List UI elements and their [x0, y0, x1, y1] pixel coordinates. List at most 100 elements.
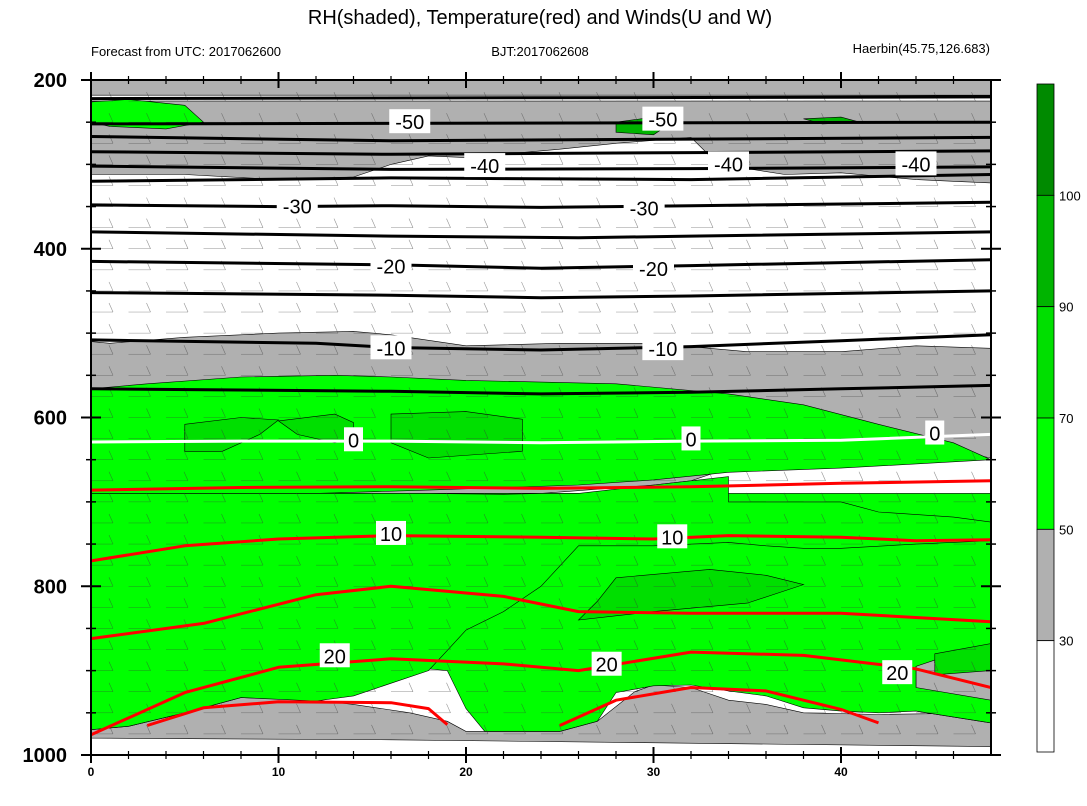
wind-barb-flag [558, 471, 564, 481]
wind-barb-flag [746, 471, 751, 481]
wind-barb-flag [858, 513, 864, 524]
wind-barb-flag [333, 682, 339, 692]
wind-barb-flag [483, 598, 489, 608]
wind-barb-flag [558, 324, 564, 334]
wind-barb-flag [258, 703, 264, 713]
wind-barb-flag [896, 471, 901, 481]
wind-barb-flag [671, 408, 676, 418]
wind-barb-flag [671, 429, 676, 439]
wind-barb-flag [971, 218, 976, 228]
wind-barb-flag [633, 366, 639, 376]
wind-barb-flag [221, 408, 226, 418]
wind-barb-flag [858, 218, 864, 228]
wind-barb-flag [258, 155, 264, 165]
wind-barb-flag [596, 155, 601, 165]
wind-barb-flag [333, 239, 339, 249]
wind-barb-flag [558, 218, 564, 228]
y-tick-label: 800 [34, 576, 67, 598]
wind-barb-flag [971, 492, 976, 502]
wind-barb-flag [333, 302, 339, 313]
wind-barb-flag [446, 492, 451, 502]
wind-barb-flag [333, 281, 339, 292]
wind-barb-flag [971, 450, 976, 460]
wind-barb-flag [596, 408, 601, 418]
contour-label: -10 [648, 339, 677, 361]
wind-barb-flag [708, 703, 714, 713]
wind-barb-flag [408, 724, 414, 735]
wind-barb-flag [896, 556, 901, 566]
wind-barb-flag [633, 513, 639, 524]
wind-barb-flag [258, 324, 264, 334]
wind-barb-flag [408, 661, 414, 671]
wind-barb-flag [633, 429, 639, 439]
wind-barb-flag [708, 408, 714, 418]
wind-barb-flag [821, 366, 826, 376]
wind-barb-flag [971, 556, 976, 566]
y-tick-label: 200 [34, 70, 67, 92]
wind-barb-flag [108, 218, 114, 228]
wind-barb-flag [333, 724, 339, 735]
wind-barb-flag [558, 556, 564, 566]
wind-barb-flag [671, 302, 676, 313]
wind-barb-flag [896, 640, 901, 650]
wind-barb-flag [858, 471, 864, 481]
contour-label-box [376, 520, 406, 545]
wind-barb-flag [858, 619, 864, 629]
wind-barb-flag [296, 640, 301, 650]
wind-barb-flag [446, 640, 451, 650]
wind-barb-flag [746, 281, 751, 292]
wind-barb-flag [225, 80, 226, 81]
wind-barb-flag [783, 281, 789, 292]
wind-barb-flag [596, 113, 601, 123]
wind-barb-flag [333, 598, 339, 608]
wind-barb-flag [858, 113, 864, 123]
x-tick-label: 0 [88, 765, 95, 779]
wind-barb-flag [521, 619, 526, 629]
wind-barb-flag [483, 619, 489, 629]
wind-barb-flag [521, 556, 526, 566]
wind-barb-flag [858, 703, 864, 713]
wind-barb-flag [483, 302, 489, 313]
wind-barb-flag [221, 556, 226, 566]
wind-barb-flag [708, 113, 714, 123]
wind-barb-flag [371, 239, 376, 249]
wind-barb-flag [596, 281, 601, 292]
wind-barb-flag [783, 471, 789, 481]
wind-barb-flag [412, 80, 413, 81]
contour-label: -50 [395, 112, 424, 134]
rh-colorbar: 100 90 70 50 30 [1036, 83, 1081, 753]
wind-barb-flag [633, 471, 639, 481]
wind-barb-flag [633, 324, 639, 334]
wind-barb-flag [821, 724, 826, 735]
wind-barb-flag [258, 345, 264, 355]
wind-barb-flag [521, 703, 526, 713]
wind-barb-flag [333, 492, 339, 502]
wind-barb-flag [821, 598, 826, 608]
wind-barb-flag [971, 239, 976, 249]
wind-barb-flag [821, 661, 826, 671]
temperature-contour-10 [91, 534, 991, 563]
wind-barb-flag [783, 640, 789, 650]
wind-barb-flag [371, 113, 376, 123]
wind-barb-flag [933, 577, 939, 587]
wind-barb-flag [558, 450, 564, 460]
wind-barb-flag [333, 324, 339, 334]
wind-barb-flag [296, 324, 301, 334]
wind-barb-flag [596, 492, 601, 502]
wind-barb-flag [746, 218, 751, 228]
wind-barb-flag [896, 324, 901, 334]
wind-barb-flag [296, 155, 301, 165]
wind-barb-flag [183, 218, 189, 228]
wind-barb-flag [821, 345, 826, 355]
wind-barb-flag [746, 113, 751, 123]
rh-region-30 [91, 501, 991, 747]
wind-barb-flag [933, 113, 939, 123]
wind-barb-flag [933, 281, 939, 292]
wind-barb-flag [446, 113, 451, 123]
wind-barb-flag [896, 218, 901, 228]
wind-barb-flag [483, 577, 489, 587]
wind-barb-flag [971, 260, 976, 270]
wind-barb-flag [971, 703, 976, 713]
